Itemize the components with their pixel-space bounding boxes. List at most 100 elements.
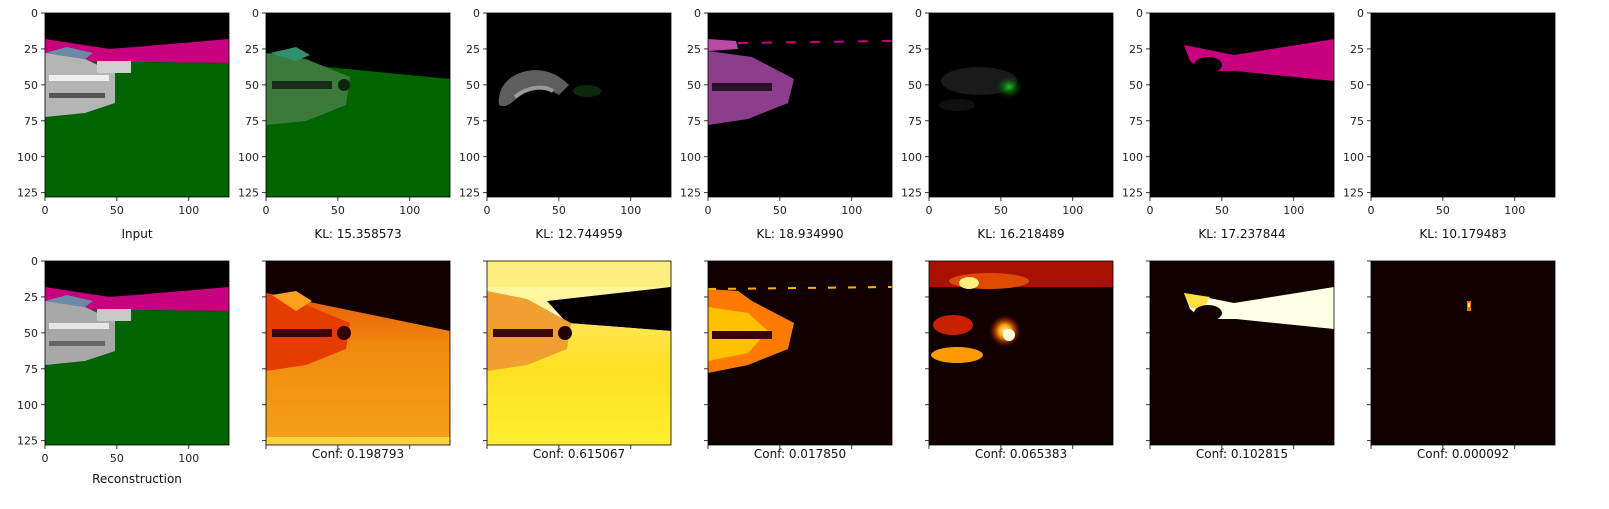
x-tick-label: 50 [994, 204, 1008, 217]
y-tick-label: 125 [1122, 187, 1143, 200]
caption-kl-3: KL: 18.934990 [756, 227, 843, 241]
y-tick-label: 100 [459, 151, 480, 164]
y-tick-label: 125 [459, 187, 480, 200]
y-tick-label: 25 [24, 43, 38, 56]
y-tick-label: 0 [31, 7, 38, 20]
y-tick-label: 25 [1129, 43, 1143, 56]
y-tick-label: 0 [252, 7, 259, 20]
panel-conf-5 [1149, 260, 1335, 446]
y-tick-label: 75 [24, 363, 38, 376]
x-tick-label: 0 [42, 204, 49, 217]
y-tick-label: 75 [466, 115, 480, 128]
y-tick-label: 50 [466, 79, 480, 92]
x-tick-label: 100 [178, 452, 199, 465]
x-tick-label: 50 [773, 204, 787, 217]
y-tick-label: 25 [24, 291, 38, 304]
y-tick-label: 25 [908, 43, 922, 56]
y-tick-label: 125 [17, 187, 38, 200]
y-tick-label: 100 [17, 151, 38, 164]
y-tick-label: 100 [680, 151, 701, 164]
y-tick-label: 50 [24, 79, 38, 92]
y-tick-label: 75 [1350, 115, 1364, 128]
x-tick-label: 50 [1436, 204, 1450, 217]
y-tick-label: 100 [901, 151, 922, 164]
y-tick-label: 100 [1343, 151, 1364, 164]
y-tick-label: 125 [680, 187, 701, 200]
y-tick-label: 25 [687, 43, 701, 56]
y-tick-label: 75 [687, 115, 701, 128]
x-tick-label: 0 [263, 204, 270, 217]
panel-kl-4 [928, 12, 1114, 198]
y-tick-label: 100 [17, 399, 38, 412]
y-tick-label: 75 [908, 115, 922, 128]
panel-kl-1 [265, 12, 451, 198]
y-tick-label: 125 [1343, 187, 1364, 200]
x-tick-label: 50 [1215, 204, 1229, 217]
y-tick-label: 50 [687, 79, 701, 92]
caption-kl-4: KL: 16.218489 [977, 227, 1064, 241]
y-tick-label: 25 [466, 43, 480, 56]
panel-kl-3 [707, 12, 893, 198]
car-shape [45, 47, 131, 117]
x-tick-label: 0 [1368, 204, 1375, 217]
caption-conf-2: Conf: 0.615067 [533, 447, 625, 461]
y-tick-label: 50 [908, 79, 922, 92]
x-tick-label: 50 [110, 452, 124, 465]
caption-kl-2: KL: 12.744959 [535, 227, 622, 241]
y-tick-label: 125 [901, 187, 922, 200]
y-tick-label: 50 [245, 79, 259, 92]
y-tick-label: 0 [915, 7, 922, 20]
x-tick-label: 50 [552, 204, 566, 217]
caption-kl-6: KL: 10.179483 [1419, 227, 1506, 241]
y-tick-label: 50 [1129, 79, 1143, 92]
y-tick-label: 50 [24, 327, 38, 340]
panel-kl-5 [1149, 12, 1335, 198]
panel-conf-6 [1370, 260, 1556, 446]
y-tick-label: 0 [473, 7, 480, 20]
caption-conf-4: Conf: 0.065383 [975, 447, 1067, 461]
y-tick-label: 0 [1357, 7, 1364, 20]
x-tick-label: 100 [620, 204, 641, 217]
x-tick-label: 50 [110, 204, 124, 217]
y-tick-label: 25 [245, 43, 259, 56]
caption-conf-6: Conf: 0.000092 [1417, 447, 1509, 461]
panel-kl-2 [486, 12, 672, 198]
panel-conf-1 [265, 260, 451, 446]
x-tick-label: 100 [178, 204, 199, 217]
x-tick-label: 0 [42, 452, 49, 465]
caption-conf-5: Conf: 0.102815 [1196, 447, 1288, 461]
panel-conf-3 [707, 260, 893, 446]
y-tick-label: 0 [31, 255, 38, 268]
y-tick-label: 75 [24, 115, 38, 128]
y-tick-label: 125 [17, 435, 38, 448]
x-tick-label: 0 [1147, 204, 1154, 217]
x-tick-label: 50 [331, 204, 345, 217]
caption-input: Input [121, 227, 152, 241]
y-tick-label: 0 [1136, 7, 1143, 20]
caption-kl-5: KL: 17.237844 [1198, 227, 1285, 241]
panel-conf-4 [928, 260, 1114, 446]
y-tick-label: 0 [694, 7, 701, 20]
y-tick-label: 75 [245, 115, 259, 128]
caption-reconstruction: Reconstruction [92, 472, 182, 486]
panel-conf-2 [486, 260, 672, 446]
x-tick-label: 0 [705, 204, 712, 217]
caption-conf-1: Conf: 0.198793 [312, 447, 404, 461]
x-tick-label: 0 [926, 204, 933, 217]
panel-kl-6 [1370, 12, 1556, 198]
x-tick-label: 100 [841, 204, 862, 217]
axis-ticks: 0 50 100 0 25 50 75 100 125 0 50 100 0 25 50 75 100 125 0 5… [17, 7, 1525, 465]
x-tick-label: 100 [1062, 204, 1083, 217]
panel-input [44, 12, 230, 198]
x-tick-label: 100 [1283, 204, 1304, 217]
y-tick-label: 50 [1350, 79, 1364, 92]
y-tick-label: 125 [238, 187, 259, 200]
x-tick-label: 100 [1504, 204, 1525, 217]
y-tick-label: 25 [1350, 43, 1364, 56]
y-tick-label: 100 [1122, 151, 1143, 164]
panel-reconstruction [44, 260, 230, 446]
caption-kl-1: KL: 15.358573 [314, 227, 401, 241]
captions: Input KL: 15.358573 KL: 12.744959 KL: 18… [92, 227, 1509, 486]
x-tick-label: 100 [399, 204, 420, 217]
